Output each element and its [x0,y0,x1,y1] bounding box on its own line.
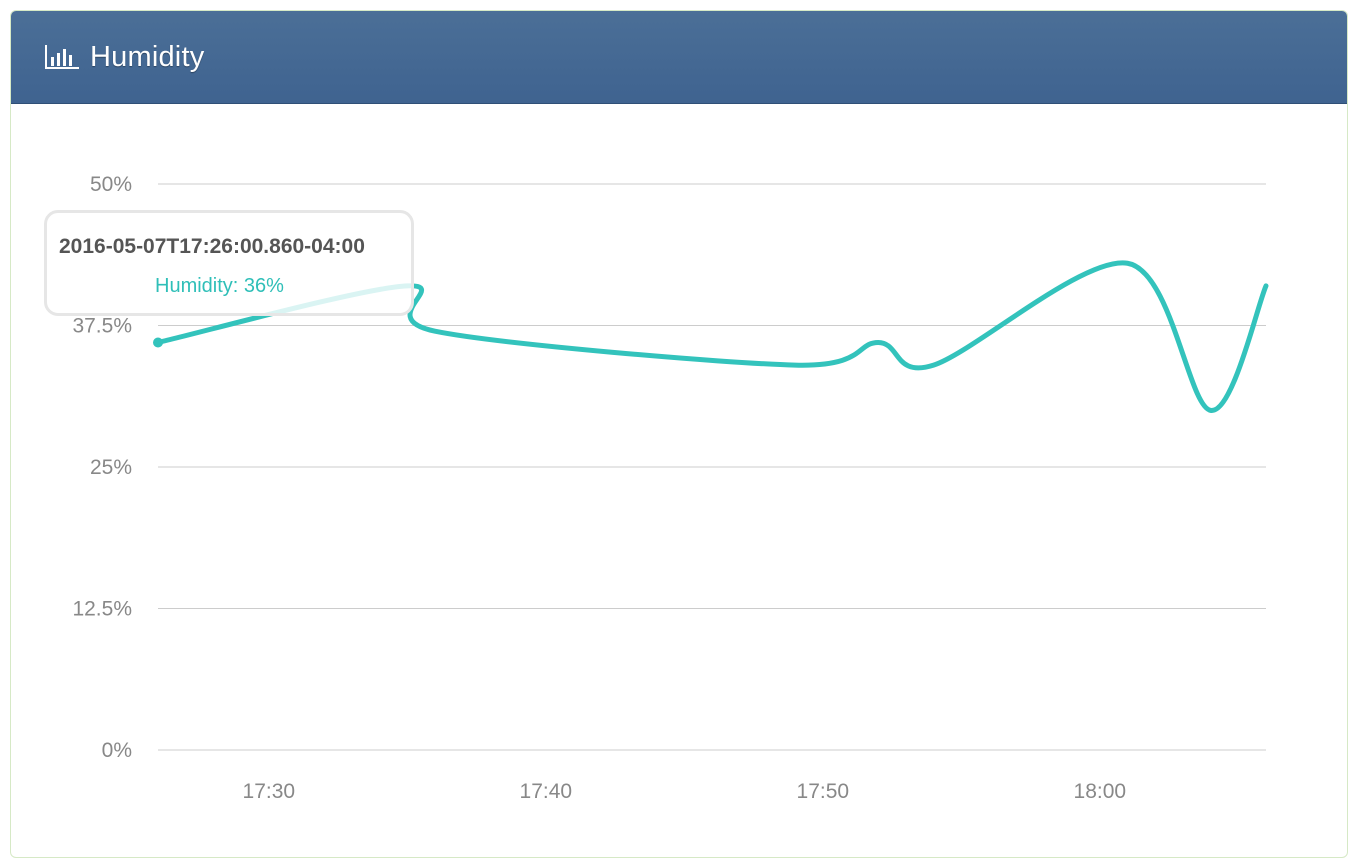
y-tick-label: 50% [90,173,132,196]
tooltip-timestamp: 2016-05-07T17:26:00.860-04:00 [59,235,365,258]
x-tick-label: 18:00 [1074,780,1127,803]
y-tick-label: 12.5% [72,598,132,621]
x-tick-label: 17:50 [797,780,850,803]
panel-title: Humidity [90,40,205,73]
x-tick-label: 17:40 [520,780,573,803]
tooltip-series-value: Humidity: 36% [155,275,284,297]
y-tick-label: 25% [90,456,132,479]
x-tick-label: 17:30 [243,780,296,803]
hovered-data-point [153,337,163,348]
y-tick-label: 37.5% [72,315,132,338]
series-line-humidity [155,260,1269,413]
panel-heading: Humidity [11,11,1347,104]
chart-tooltip: 2016-05-07T17:26:00.860-04:00 Humidity: … [44,210,414,316]
humidity-panel: Humidity [10,10,1348,858]
bar-chart-icon [44,45,80,69]
y-tick-label: 0% [102,739,132,762]
